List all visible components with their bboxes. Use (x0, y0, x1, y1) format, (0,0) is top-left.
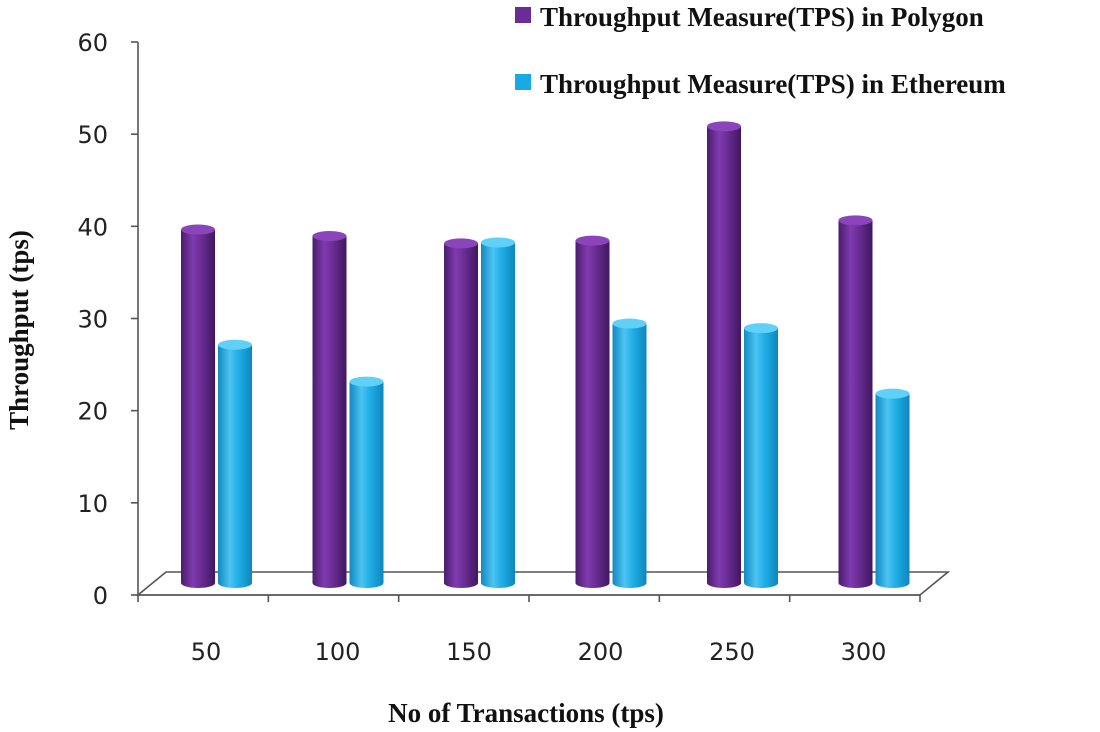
x-axis-ticks: 50 100 150 200 250 300 (137, 595, 921, 666)
bar-top (838, 215, 873, 226)
bar-body (744, 328, 778, 588)
bar-body (481, 242, 515, 588)
y-tick-label: 20 (77, 398, 108, 426)
bar-body (612, 323, 647, 588)
bar-top (481, 237, 515, 248)
x-tick-label: 100 (315, 638, 361, 666)
bar-top (312, 231, 347, 242)
bar-top (707, 121, 741, 132)
y-tick-label: 60 (77, 29, 108, 57)
bar-polygon-50 (181, 224, 215, 589)
legend-swatch-polygon (515, 7, 531, 23)
bar-ethereum-150 (481, 237, 515, 588)
legend: Throughput Measure(TPS) in Polygon Throu… (515, 2, 1006, 99)
y-axis-ticks: 0 10 20 30 40 50 60 (77, 29, 138, 610)
x-tick-label: 300 (841, 638, 887, 666)
x-tick-label: 200 (578, 638, 624, 666)
bar-polygon-150 (444, 238, 478, 588)
y-tick-label: 50 (77, 121, 108, 149)
bar-top (875, 388, 910, 399)
bar-body (218, 344, 252, 588)
bar-polygon-300 (838, 215, 873, 589)
chart-floor (135, 571, 951, 596)
bar-top (181, 224, 215, 235)
bar-polygon-100 (312, 231, 347, 589)
bars (181, 121, 910, 589)
bar-ethereum-300 (875, 388, 910, 588)
y-tick-label: 10 (77, 490, 108, 518)
bar-top (575, 235, 610, 246)
x-axis-title: No of Transactions (tps) (388, 698, 664, 728)
x-tick-label: 50 (191, 638, 222, 666)
bar-top (349, 376, 384, 387)
bar-top (444, 238, 478, 249)
bar-body (875, 393, 910, 588)
bar-top (612, 318, 647, 329)
bar-body (575, 240, 610, 589)
bar-body (312, 236, 347, 589)
bar-body (444, 243, 478, 588)
bar-ethereum-250 (744, 323, 778, 588)
x-tick-label: 250 (709, 638, 755, 666)
bar-ethereum-50 (218, 339, 252, 588)
bar-ethereum-200 (612, 318, 647, 588)
bar-top (744, 323, 778, 334)
x-tick-label: 150 (446, 638, 492, 666)
bar-body (349, 381, 384, 588)
bar-body (707, 126, 741, 588)
bar-polygon-250 (707, 121, 741, 588)
y-tick-label: 30 (77, 306, 108, 334)
legend-swatch-ethereum (515, 74, 531, 90)
legend-label-ethereum: Throughput Measure(TPS) in Ethereum (540, 69, 1006, 99)
y-axis-title: Throughput (tps) (4, 230, 34, 430)
bar-top (218, 339, 252, 350)
bar-polygon-200 (575, 235, 610, 589)
y-tick-label: 0 (93, 582, 108, 610)
bar-body (181, 229, 215, 589)
bar-ethereum-100 (349, 376, 384, 588)
bar-body (838, 220, 873, 589)
y-tick-label: 40 (77, 213, 108, 241)
legend-label-polygon: Throughput Measure(TPS) in Polygon (540, 2, 984, 32)
